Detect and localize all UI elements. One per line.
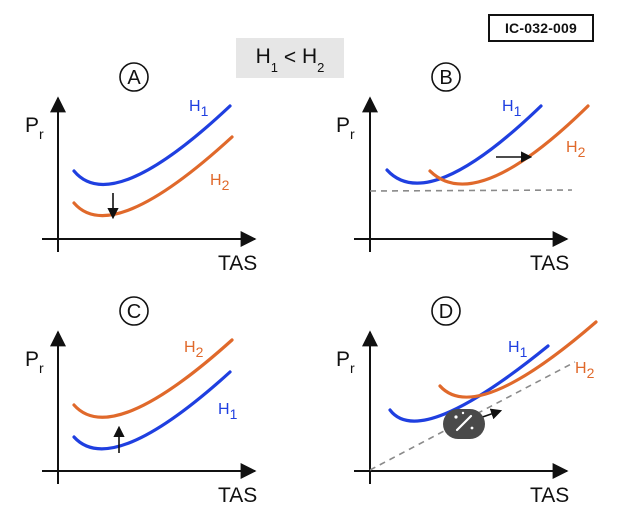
panel-b-min-power-line [369, 189, 573, 192]
panel-a-letter: A [127, 67, 141, 89]
condition-label: H1 < H2 [236, 38, 344, 78]
magic-wand-badge[interactable] [443, 409, 485, 439]
panel-c-x-label: TAS [218, 484, 257, 507]
condition-operator: < [283, 46, 297, 69]
panel-c-label-h2: H2 [184, 339, 204, 360]
panel-d-circle [431, 296, 461, 326]
panel-d: D Pr TAS H1 H2 [336, 296, 598, 507]
panel-a-x-label: TAS [218, 252, 257, 275]
panel-c: C Pr TAS H2 H1 [25, 296, 257, 507]
panel-a-circle [119, 62, 149, 92]
panel-b-y-label: Pr [336, 114, 355, 142]
panel-a-y-label: Pr [25, 114, 44, 142]
panel-b: B Pr TAS H1 H2 [336, 62, 590, 275]
panel-b-curve-h2 [428, 104, 590, 186]
panel-d-letter: D [439, 301, 453, 323]
panel-a-curve-h1 [72, 104, 232, 186]
panel-c-label-h1: H1 [218, 401, 238, 422]
panel-c-curve-h2 [72, 338, 234, 419]
panel-c-curve-h1 [72, 370, 232, 451]
panel-d-curve-h2 [438, 320, 598, 399]
panel-d-y-label: Pr [336, 348, 355, 376]
condition-left: H1 [255, 44, 279, 76]
panel-d-label-h1: H1 [508, 339, 528, 360]
panel-c-circle [119, 296, 149, 326]
panel-a-label-h2: H2 [210, 172, 230, 193]
magic-wand-icon [454, 411, 474, 432]
panel-a: A Pr TAS H1 H2 [25, 62, 257, 275]
panel-a-label-h1: H1 [189, 98, 209, 119]
panel-d-x-label: TAS [530, 484, 569, 507]
figure-code-label: IC-032-009 [488, 14, 594, 42]
panel-d-curve-h1 [388, 344, 550, 423]
panel-c-letter: C [127, 301, 141, 323]
panel-b-curve-h1 [385, 104, 543, 185]
panel-b-label-h2: H2 [566, 139, 586, 160]
panel-b-x-label: TAS [530, 252, 569, 275]
panel-b-letter: B [439, 67, 452, 89]
panel-b-label-h1: H1 [502, 98, 522, 119]
panel-d-label-h2: H2 [575, 360, 595, 381]
panel-c-y-label: Pr [25, 348, 44, 376]
panel-b-circle [431, 62, 461, 92]
panel-a-curve-h2 [72, 135, 234, 218]
condition-right: H2 [301, 44, 325, 76]
